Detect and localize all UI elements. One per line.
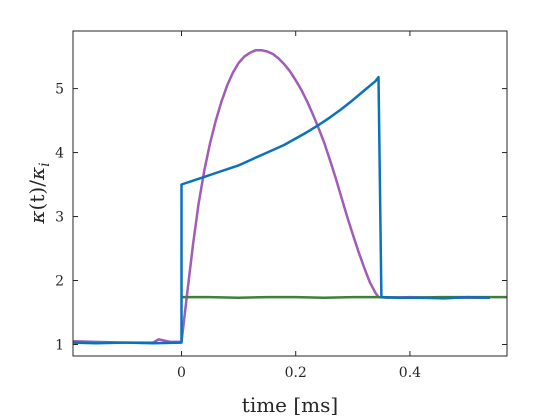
y-label-kappa: κ xyxy=(25,210,49,224)
series-line-2 xyxy=(72,75,490,345)
y-tick-label-2: 3 xyxy=(55,210,64,226)
plot-background xyxy=(73,31,507,356)
tick-layer: 0 0.2 0.4 1 2 3 4 5 xyxy=(55,31,507,381)
y-label-slash: / xyxy=(25,180,49,187)
series-layer xyxy=(72,48,507,345)
y-label-t: (t) xyxy=(25,187,49,211)
x-tick-label-0: 0 xyxy=(177,365,186,381)
y-tick-label-0: 1 xyxy=(55,337,64,353)
x-axis-label: time [ms] xyxy=(242,393,338,417)
y-tick-label-1: 2 xyxy=(55,274,64,290)
series-line-0 xyxy=(72,48,490,344)
y-tick-label-3: 4 xyxy=(55,146,64,162)
y-label-subscript: i xyxy=(37,162,53,166)
x-tick-label-2: 0.4 xyxy=(399,365,421,381)
plot-frame xyxy=(72,30,508,357)
x-tick-label-1: 0.2 xyxy=(285,365,307,381)
y-axis-label: κ(t)/κi xyxy=(25,162,53,224)
y-label-kappa-i: κ xyxy=(25,167,49,181)
y-tick-label-4: 5 xyxy=(55,82,64,98)
series-line-1 xyxy=(181,295,507,300)
